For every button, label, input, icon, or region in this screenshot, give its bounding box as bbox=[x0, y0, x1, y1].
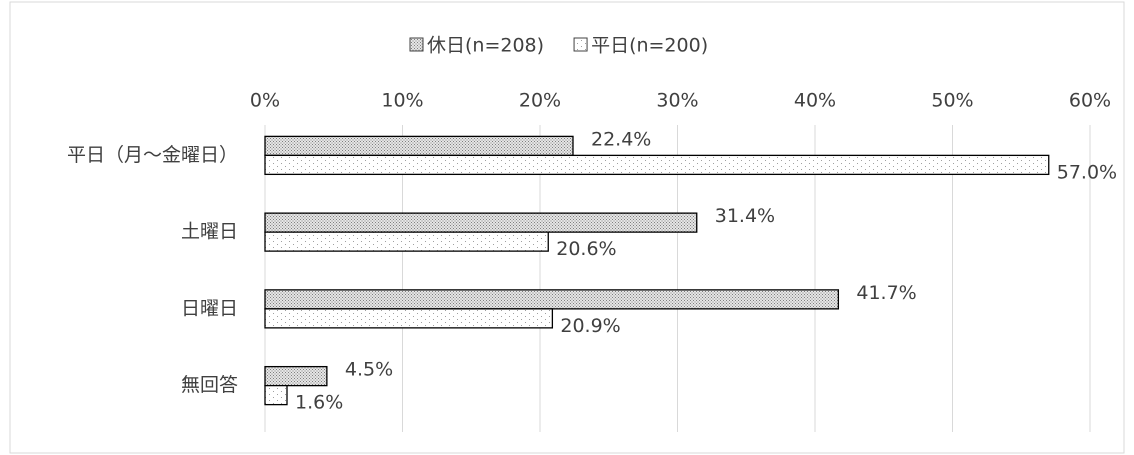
x-tick-label: 20% bbox=[519, 90, 561, 112]
x-tick-label: 60% bbox=[1069, 90, 1111, 112]
y-tick-label: 無回答 bbox=[181, 374, 238, 396]
value-label: 57.0% bbox=[1057, 161, 1117, 183]
bar bbox=[264, 365, 328, 387]
x-tick-label: 0% bbox=[250, 90, 280, 112]
x-tick-label: 30% bbox=[656, 90, 698, 112]
bar bbox=[264, 384, 288, 406]
legend-swatch bbox=[573, 37, 588, 52]
bar bbox=[264, 308, 554, 329]
bar bbox=[264, 231, 549, 252]
value-label: 20.6% bbox=[556, 238, 616, 260]
bar bbox=[264, 154, 1050, 176]
bar bbox=[264, 212, 698, 233]
y-tick-label: 平日（月～金曜日） bbox=[67, 144, 238, 166]
bar bbox=[264, 135, 574, 157]
x-tick-label: 40% bbox=[794, 90, 836, 112]
x-tick-label: 50% bbox=[931, 90, 973, 112]
value-label: 20.9% bbox=[560, 315, 620, 337]
value-label: 22.4% bbox=[591, 128, 651, 150]
legend-label: 休日(n=208) bbox=[427, 35, 544, 57]
legend-label: 平日(n=200) bbox=[591, 35, 708, 57]
value-label: 31.4% bbox=[715, 205, 775, 227]
bar bbox=[264, 289, 840, 310]
value-label: 41.7% bbox=[856, 282, 916, 304]
y-tick-label: 日曜日 bbox=[181, 297, 238, 319]
value-label: 4.5% bbox=[345, 359, 393, 381]
value-label: 1.6% bbox=[295, 392, 343, 414]
y-tick-label: 土曜日 bbox=[181, 221, 238, 243]
legend-swatch bbox=[409, 37, 424, 52]
x-tick-label: 10% bbox=[381, 90, 423, 112]
